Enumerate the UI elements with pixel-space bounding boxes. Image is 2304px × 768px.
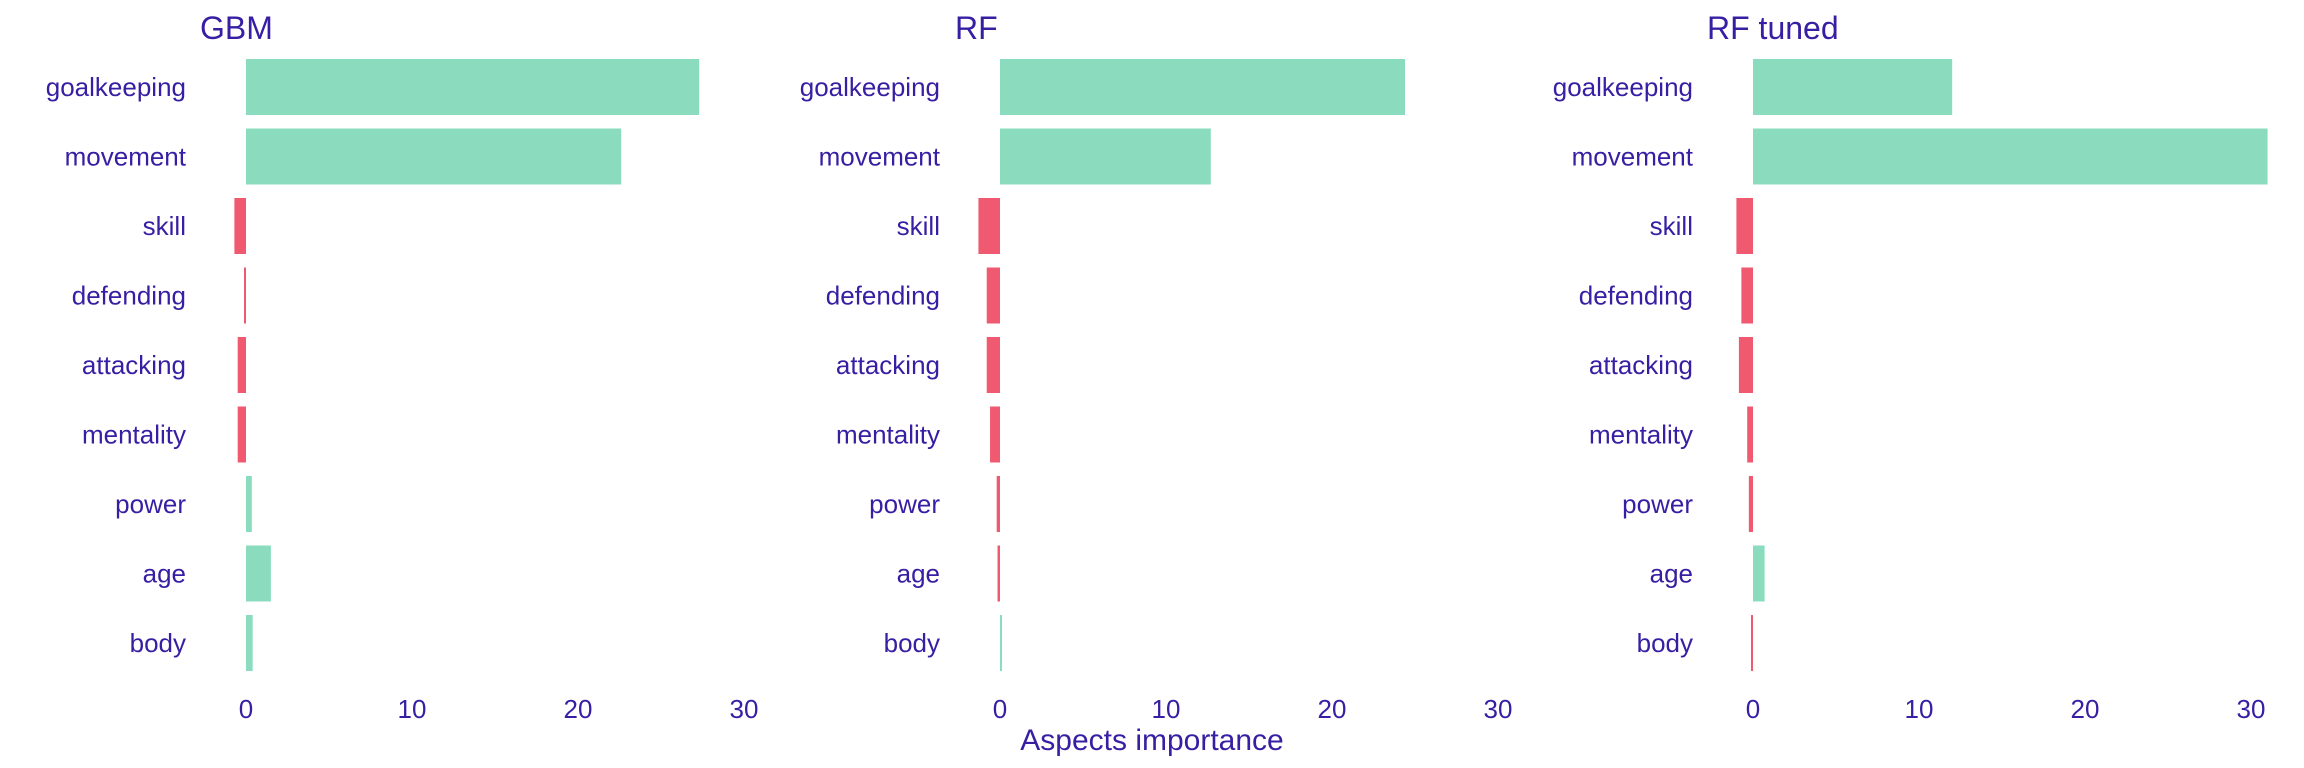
bar-age <box>1753 545 1765 602</box>
category-label: goalkeeping <box>46 72 186 102</box>
x-tick-label: 30 <box>2237 694 2266 724</box>
panel-rf-tuned: goalkeeping movement skill defending attacki… <box>1553 59 2268 724</box>
x-tick-label: 10 <box>398 694 427 724</box>
category-label: power <box>869 489 940 519</box>
panel-title-rf-tuned: RF tuned <box>1707 10 1839 46</box>
bar-power <box>1748 476 1753 532</box>
bar-power <box>246 476 252 532</box>
bar-body <box>1751 615 1753 671</box>
category-label: body <box>130 628 186 658</box>
bar-defending <box>986 267 1000 324</box>
bar-body <box>246 615 253 671</box>
x-tick-label: 0 <box>1746 694 1760 724</box>
bar-defending <box>244 267 246 324</box>
category-label: body <box>884 628 940 658</box>
bar-goalkeeping <box>1000 59 1406 115</box>
category-label: movement <box>819 142 941 172</box>
category-label: age <box>1650 559 1693 589</box>
bar-movement <box>1000 128 1211 185</box>
category-label: skill <box>897 211 940 241</box>
category-label: body <box>1637 628 1693 658</box>
bar-age <box>997 545 1000 602</box>
bar-attacking <box>986 337 1000 393</box>
category-label: attacking <box>1589 350 1693 380</box>
bar-attacking <box>1738 337 1753 393</box>
bar-skill <box>234 198 246 254</box>
bar-goalkeeping <box>246 59 700 115</box>
category-label: mentality <box>1589 420 1693 450</box>
x-tick-label: 20 <box>1318 694 1347 724</box>
category-label: defending <box>72 281 186 311</box>
category-label: movement <box>1572 142 1694 172</box>
panel-rf: goalkeeping movement skill defending attacki… <box>800 59 1513 724</box>
x-tick-label: 10 <box>1905 694 1934 724</box>
category-label: goalkeeping <box>800 72 940 102</box>
bar-skill <box>978 198 1000 254</box>
bar-defending <box>1741 267 1753 324</box>
x-axis-label: Aspects importance <box>1020 724 1284 757</box>
category-label: mentality <box>836 420 940 450</box>
category-label: movement <box>65 142 187 172</box>
category-label: age <box>143 559 186 589</box>
x-tick-label: 20 <box>2071 694 2100 724</box>
bar-body <box>1000 615 1002 671</box>
bar-mentality <box>237 406 246 463</box>
bar-skill <box>1736 198 1753 254</box>
category-label: mentality <box>82 420 186 450</box>
category-label: defending <box>826 281 940 311</box>
category-label: defending <box>1579 281 1693 311</box>
bar-movement <box>1753 128 2268 185</box>
category-label: attacking <box>836 350 940 380</box>
category-label: skill <box>143 211 186 241</box>
category-label: power <box>1622 489 1693 519</box>
category-label: skill <box>1650 211 1693 241</box>
bar-goalkeeping <box>1753 59 1953 115</box>
x-tick-label: 10 <box>1152 694 1181 724</box>
panel-title-gbm: GBM <box>200 10 273 46</box>
bar-power <box>996 476 1000 532</box>
bar-movement <box>246 128 622 185</box>
bar-attacking <box>237 337 246 393</box>
category-label: age <box>897 559 940 589</box>
bar-mentality <box>1747 406 1753 463</box>
panel-gbm: goalkeeping movement skill defending attacki… <box>46 59 759 724</box>
bar-age <box>246 545 271 602</box>
category-label: power <box>115 489 186 519</box>
x-tick-label: 30 <box>1484 694 1513 724</box>
panel-title-rf: RF <box>955 10 998 46</box>
category-label: attacking <box>82 350 186 380</box>
bar-mentality <box>990 406 1000 463</box>
x-tick-label: 0 <box>993 694 1007 724</box>
category-label: goalkeeping <box>1553 72 1693 102</box>
x-tick-label: 30 <box>730 694 759 724</box>
x-tick-label: 0 <box>239 694 253 724</box>
x-tick-label: 20 <box>564 694 593 724</box>
